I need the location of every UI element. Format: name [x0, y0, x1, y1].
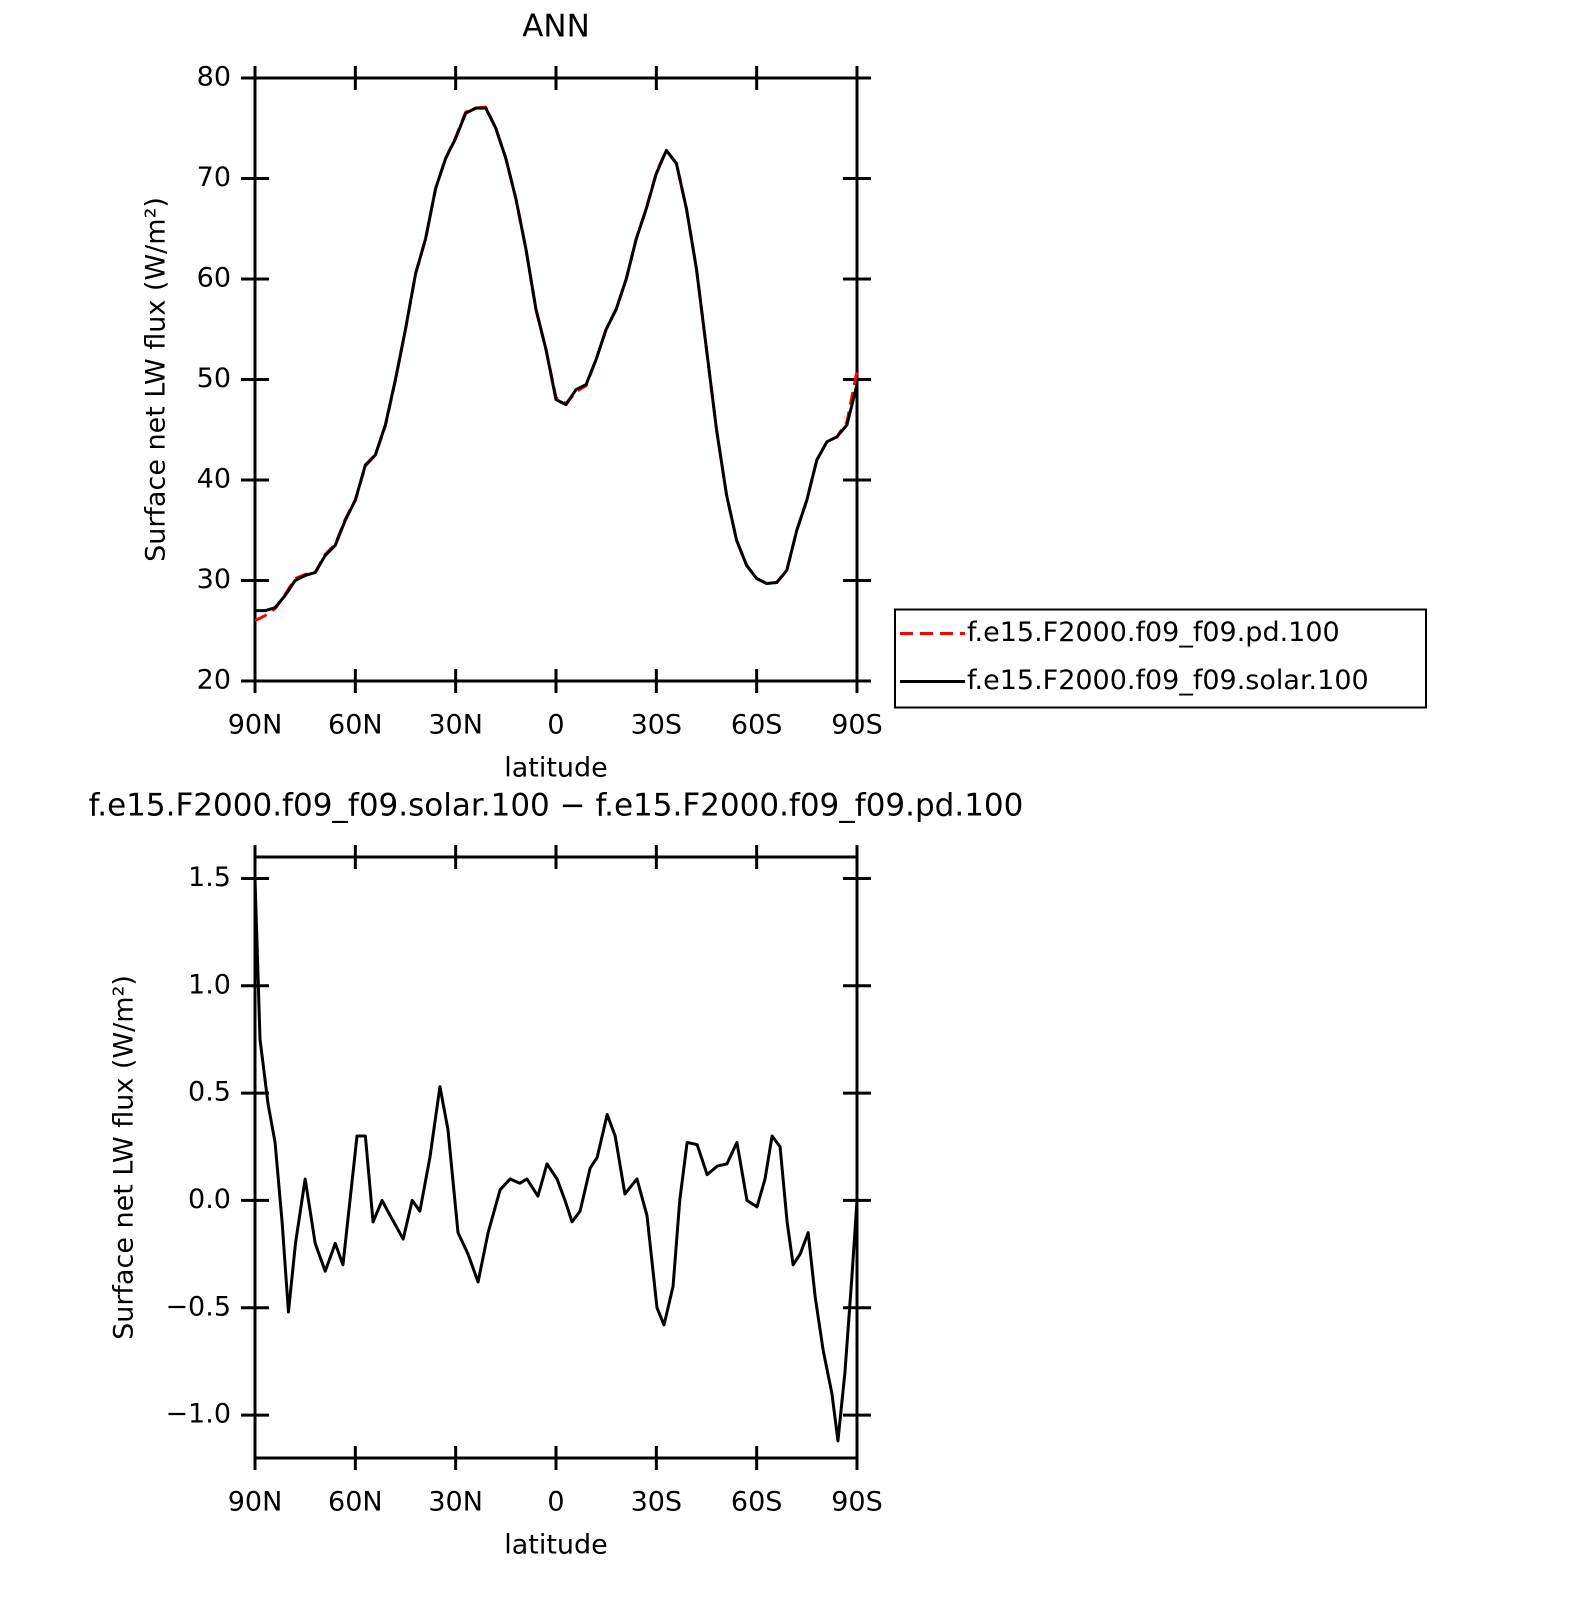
x-tick-label: 30S	[631, 710, 683, 741]
y-tick-label: 70	[197, 162, 231, 193]
x-tick-label: 90S	[831, 710, 883, 741]
y-tick-label: 0.0	[188, 1184, 231, 1215]
x-tick-label: 90N	[228, 1487, 283, 1518]
y-axis-label: Surface net LW flux (W/m²)	[109, 975, 140, 1340]
y-tick-label: 80	[197, 62, 231, 93]
series-line	[254, 105, 859, 623]
legend-box	[894, 608, 1427, 709]
x-tick-label: 90S	[831, 1487, 883, 1518]
y-tick-label: 1.5	[188, 862, 231, 893]
x-axis-label: latitude	[504, 753, 608, 784]
series-line	[255, 106, 859, 613]
plot-frame	[253, 855, 859, 1460]
chart: f.e15.F2000.f09_f09.solar.100 − f.e15.F2…	[89, 788, 1024, 1561]
y-tick-label: 60	[197, 263, 231, 294]
x-tick-label: 30N	[428, 710, 483, 741]
x-tick-label: 60S	[731, 1487, 783, 1518]
legend: f.e15.F2000.f09_f09.pd.100 f.e15.F2000.f0…	[894, 608, 1427, 709]
chart-title: f.e15.F2000.f09_f09.solar.100 − f.e15.F2…	[89, 788, 1024, 824]
series-line	[253, 878, 859, 1443]
plot-frame	[253, 76, 859, 683]
y-tick-label: 50	[197, 363, 231, 394]
y-axis-label: Surface net LW flux (W/m²)	[141, 197, 172, 562]
y-tick-label: 40	[197, 464, 231, 495]
x-tick-label: 60N	[328, 710, 383, 741]
x-axis-label: latitude	[504, 1530, 608, 1561]
y-tick-label: 0.5	[188, 1077, 231, 1108]
y-tick-label: −0.5	[165, 1291, 231, 1322]
legend-label: f.e15.F2000.f09_f09.solar.100	[967, 665, 1369, 696]
x-tick-label: 0	[547, 1487, 564, 1518]
chart-title: ANN	[522, 9, 590, 45]
x-tick-label: 0	[547, 710, 564, 741]
chart: ANN latitude Surface net LW flux (W/m²) 90N…	[141, 9, 1427, 784]
x-tick-label: 90N	[228, 710, 283, 741]
x-tick-label: 60N	[328, 1487, 383, 1518]
y-tick-label: 20	[197, 665, 231, 696]
x-tick-label: 30N	[428, 1487, 483, 1518]
y-tick-label: 30	[197, 564, 231, 595]
x-tick-label: 30S	[631, 1487, 683, 1518]
legend-label: f.e15.F2000.f09_f09.pd.100	[967, 617, 1340, 648]
y-tick-label: 1.0	[188, 969, 231, 1000]
x-tick-label: 60S	[731, 710, 783, 741]
y-tick-label: −1.0	[165, 1399, 231, 1430]
